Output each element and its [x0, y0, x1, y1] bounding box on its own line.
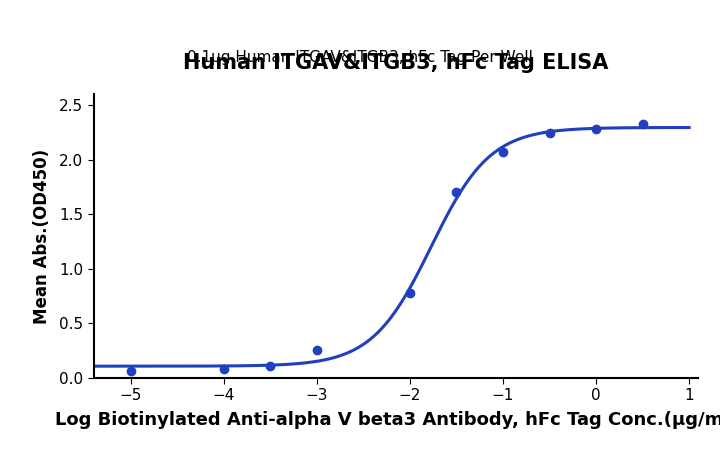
Text: 0.1µg Human ITGAV&ITGB3, hFc Tag Per Well: 0.1µg Human ITGAV&ITGB3, hFc Tag Per Wel… [187, 50, 533, 65]
Y-axis label: Mean Abs.(OD450): Mean Abs.(OD450) [32, 148, 50, 324]
Title: Human ITGAV&ITGB3, hFc Tag ELISA: Human ITGAV&ITGB3, hFc Tag ELISA [184, 53, 608, 74]
X-axis label: Log Biotinylated Anti-alpha V beta3 Antibody, hFc Tag Conc.(µg/ml): Log Biotinylated Anti-alpha V beta3 Anti… [55, 412, 720, 430]
